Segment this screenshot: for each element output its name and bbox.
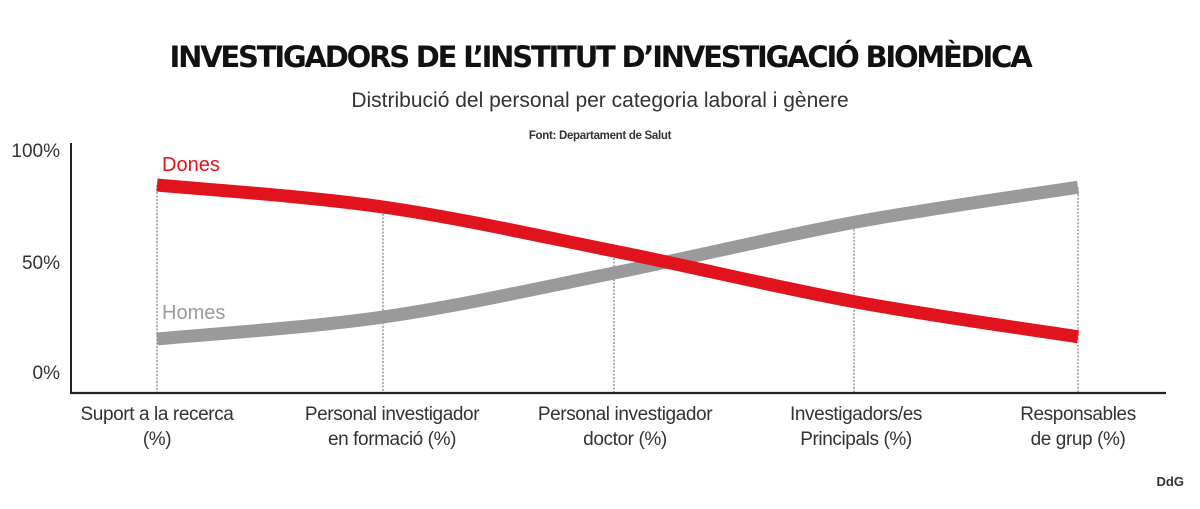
chart-subtitle: Distribució del personal per categoria l… xyxy=(351,89,849,112)
category-label-doctor: Personal investigador doctor (%) xyxy=(537,404,713,450)
homes-label: Homes xyxy=(162,302,225,324)
category-label-formacio: Personal investigador en formació (%) xyxy=(304,404,480,450)
category-label-principals: Investigadors/es Principals (%) xyxy=(790,404,922,450)
y-tick-100: 100% xyxy=(11,141,60,162)
category-label-responsables: Responsables de grup (%) xyxy=(1020,404,1136,450)
y-tick-50: 50% xyxy=(22,253,60,274)
dones-series-line xyxy=(156,178,1080,344)
credit-ddg: DdG xyxy=(1156,474,1184,489)
category-label-suport: Suport a la recerca (%) xyxy=(80,404,234,450)
source-note: Font: Departament de Salut xyxy=(528,130,672,142)
dones-label: Dones xyxy=(162,154,220,176)
vertical-guides xyxy=(156,185,1079,392)
y-tick-0: 0% xyxy=(33,363,61,384)
chart-title: INVESTIGADORS DE L’INSTITUT D’INVESTIGAC… xyxy=(169,40,1033,74)
homes-series-line xyxy=(156,180,1080,346)
